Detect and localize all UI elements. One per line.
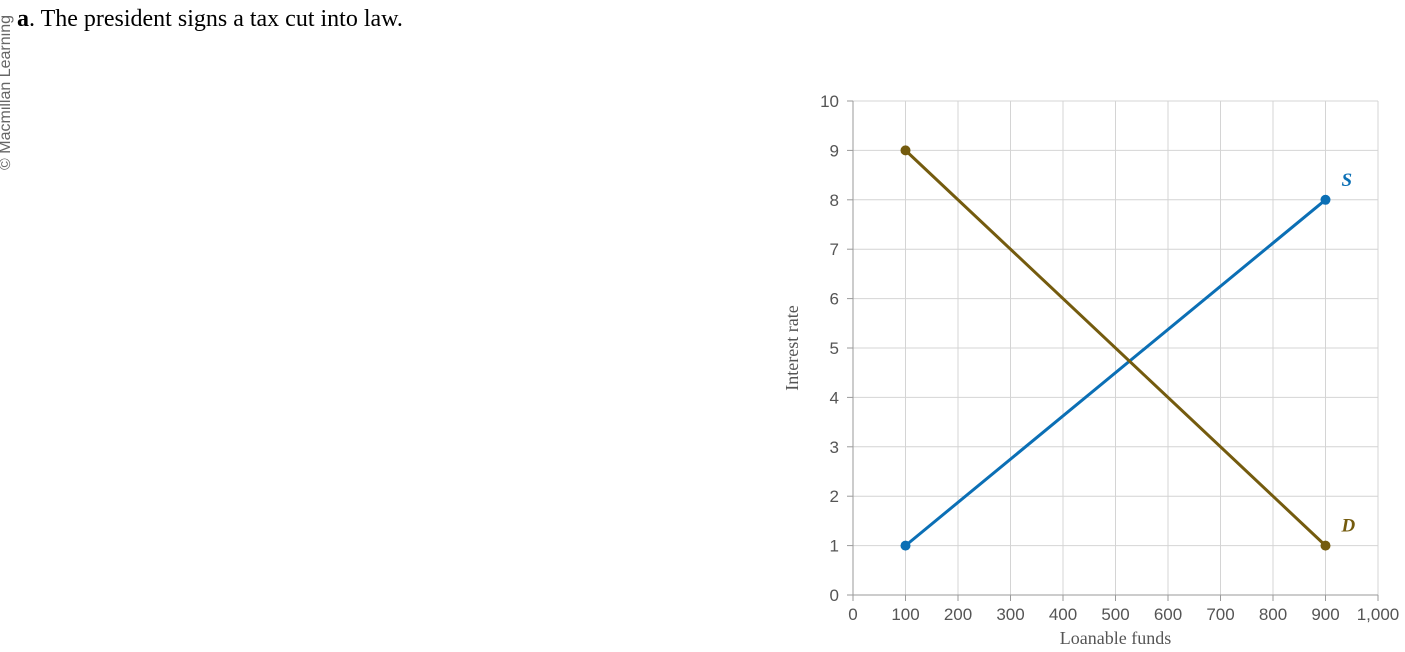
y-tick-label: 9 <box>830 141 839 160</box>
series-point-d <box>900 145 911 156</box>
y-tick-label: 10 <box>820 92 839 111</box>
chart-axes <box>847 100 1379 601</box>
y-tick-label: 3 <box>830 438 839 457</box>
series-point-d <box>1320 540 1331 551</box>
y-tick-label: 1 <box>830 537 839 556</box>
series-line-s <box>904 198 1327 547</box>
y-tick-label: 2 <box>830 487 839 506</box>
y-tick-label: 8 <box>830 191 839 210</box>
chart-grid <box>853 100 1379 595</box>
x-axis-title: Loanable funds <box>1060 628 1171 648</box>
x-tick-label: 1,000 <box>1357 605 1400 624</box>
series-label-d: D <box>1341 516 1356 537</box>
series-point-s <box>900 540 911 551</box>
x-tick-label: 500 <box>1101 605 1129 624</box>
series-line-d <box>904 149 1327 547</box>
series-point-s <box>1320 194 1331 205</box>
x-tick-label: 300 <box>996 605 1024 624</box>
x-tick-label: 600 <box>1154 605 1182 624</box>
question-text: a. The president signs a tax cut into la… <box>17 6 403 33</box>
x-tick-label: 800 <box>1259 605 1287 624</box>
chart-series: SD <box>900 145 1356 551</box>
question-body: . The president signs a tax cut into law… <box>29 6 403 32</box>
x-tick-label: 900 <box>1311 605 1339 624</box>
y-tick-label: 0 <box>830 586 839 605</box>
y-axis-title: Interest rate <box>782 305 802 390</box>
x-tick-label: 100 <box>891 605 919 624</box>
question-letter: a <box>17 6 29 32</box>
chart-tick-labels: 0 100 200 300 400 500 600 700 800 900 1,000 0 1 2 3 4 5 6… <box>820 92 1399 624</box>
x-tick-label: 0 <box>848 605 857 624</box>
x-tick-label: 400 <box>1049 605 1077 624</box>
series-label-s: S <box>1342 170 1353 191</box>
y-tick-label: 4 <box>830 388 839 407</box>
y-tick-label: 6 <box>830 290 839 309</box>
x-tick-label: 700 <box>1206 605 1234 624</box>
y-tick-label: 7 <box>830 240 839 259</box>
y-tick-label: 5 <box>830 339 839 358</box>
x-tick-label: 200 <box>944 605 972 624</box>
